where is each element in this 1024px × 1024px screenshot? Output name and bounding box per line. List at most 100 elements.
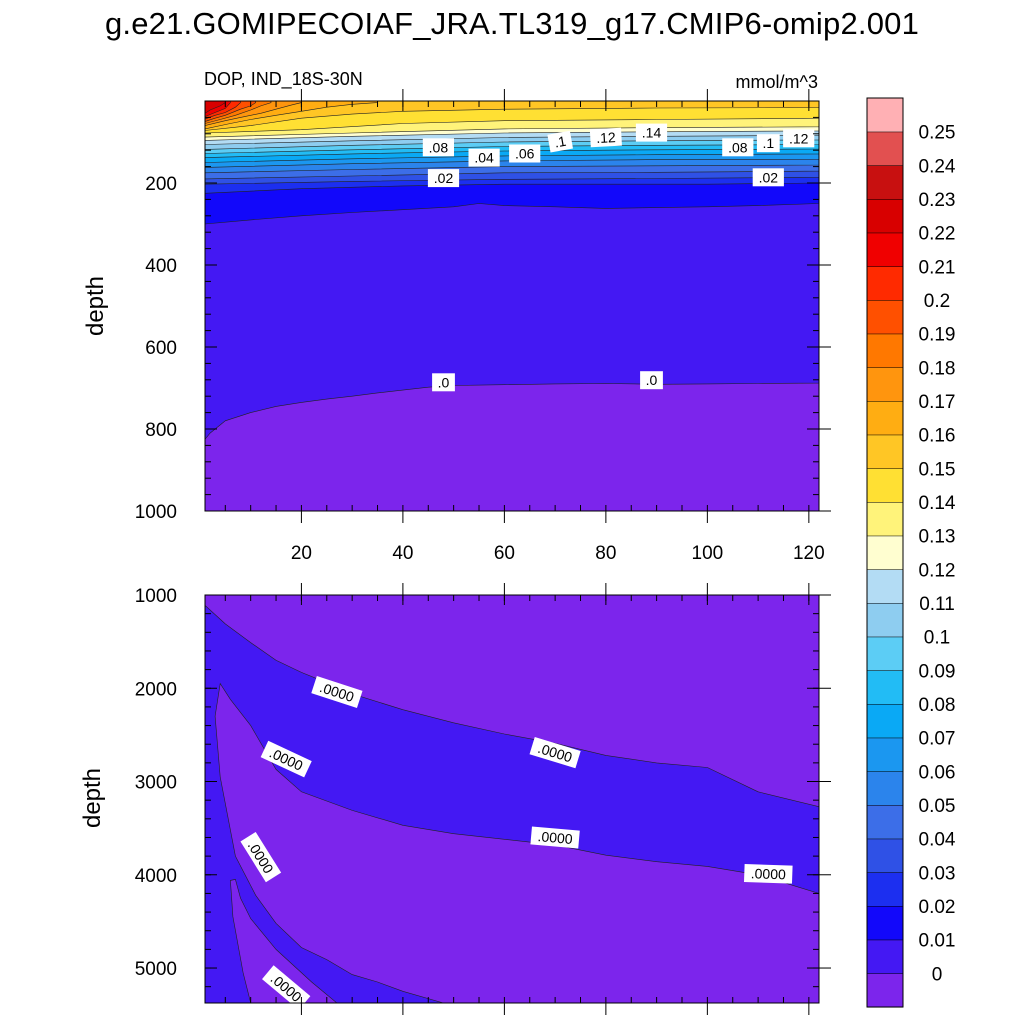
x-tick-label: 20 xyxy=(291,543,312,564)
contour-label: .12 xyxy=(783,129,815,148)
colorbar-label: 0.23 xyxy=(919,190,956,211)
colorbar-swatch xyxy=(866,333,904,368)
colorbar-label: 0 xyxy=(932,964,943,985)
contour-label: .0 xyxy=(432,373,455,392)
colorbar-label: 0.09 xyxy=(919,661,956,682)
y-tick-label: 3000 xyxy=(135,773,177,794)
colorbar-swatch xyxy=(866,165,904,200)
colorbar-swatch xyxy=(866,771,904,806)
x-tick-label: 80 xyxy=(595,543,616,564)
svg-text:.1: .1 xyxy=(553,133,567,151)
colorbar-swatch xyxy=(866,97,904,133)
colorbar-swatch xyxy=(866,535,904,570)
y-tick-label: 400 xyxy=(145,256,177,277)
colorbar-label: 0.14 xyxy=(919,493,956,514)
colorbar-label: 0.25 xyxy=(919,123,956,144)
contour-label: .02 xyxy=(427,169,460,188)
contour-band-0.15 xyxy=(205,101,819,131)
y-tick-label: 1000 xyxy=(135,502,177,523)
contour-label: .06 xyxy=(509,144,541,163)
svg-text:.12: .12 xyxy=(596,129,616,146)
colorbar: 0 0.01 0.02 0.03 0.04 0.05 0.06 0.07 0.08 0.09 0.1… xyxy=(866,97,956,1008)
colorbar-label: 0.15 xyxy=(919,459,956,480)
svg-text:.02: .02 xyxy=(434,170,454,186)
upper-ylabel: depth xyxy=(82,276,109,336)
y-tick-label: 2000 xyxy=(135,679,177,700)
colorbar-swatch xyxy=(866,905,904,941)
colorbar-swatch xyxy=(866,198,904,234)
colorbar-label: 0.18 xyxy=(919,358,956,379)
contour-label: .02 xyxy=(752,168,784,187)
colorbar-swatch xyxy=(866,973,904,1008)
y-tick-label: 4000 xyxy=(135,866,177,887)
colorbar-label: 0.24 xyxy=(919,156,956,177)
y-tick-label: 200 xyxy=(145,174,177,195)
lower-ylabel: depth xyxy=(79,768,106,828)
y-tick-label: 1000 xyxy=(135,586,177,607)
colorbar-label: 0.06 xyxy=(919,762,956,783)
colorbar-swatch xyxy=(866,636,904,671)
svg-text:.0000: .0000 xyxy=(537,828,574,847)
contour-label: .0000 xyxy=(530,826,580,849)
svg-text:.14: .14 xyxy=(642,125,662,141)
colorbar-swatch xyxy=(866,501,904,537)
lower-panel: .0000.0000.0000.0000.0000.0000.0000 1000… xyxy=(79,583,831,1015)
contour-label: .04 xyxy=(468,148,500,167)
lower-region-2 xyxy=(230,879,338,1003)
svg-text:.08: .08 xyxy=(728,139,748,155)
contour-label: .12 xyxy=(589,127,622,148)
upper-panel-units: mmol/m^3 xyxy=(736,72,818,92)
colorbar-label: 0.12 xyxy=(919,560,956,581)
colorbar-swatch xyxy=(866,838,904,873)
colorbar-label: 0.2 xyxy=(924,291,950,312)
lower-axes: 1000 2000 3000 4000 5000 xyxy=(135,583,831,1015)
colorbar-swatch xyxy=(866,400,904,436)
x-tick-label: 100 xyxy=(692,543,724,564)
colorbar-label: 0.22 xyxy=(919,224,956,245)
svg-text:.1: .1 xyxy=(762,135,774,151)
colorbar-swatch xyxy=(866,602,904,638)
svg-text:.0: .0 xyxy=(646,372,658,388)
colorbar-swatch xyxy=(866,804,904,840)
upper-panel: DOP, IND_18S-30N mmol/m^3 .08.04.06.1.12… xyxy=(82,69,831,564)
lower-plot-frame xyxy=(204,594,820,1004)
svg-text:.02: .02 xyxy=(759,169,779,185)
x-tick-label: 120 xyxy=(793,543,825,564)
upper-plot-frame xyxy=(204,100,820,512)
colorbar-swatch xyxy=(866,468,904,503)
colorbar-swatch xyxy=(866,131,904,166)
colorbar-label: 0.21 xyxy=(919,257,956,278)
upper-axes: 200 400 600 800 1000 20 40 60 80 100 120 xyxy=(135,89,831,564)
colorbar-swatch xyxy=(866,232,904,267)
svg-text:.06: .06 xyxy=(515,146,535,162)
colorbar-swatch xyxy=(866,703,904,739)
contour-label: .1 xyxy=(547,130,573,153)
contour-label: .0 xyxy=(640,371,663,390)
contour-label: .08 xyxy=(722,138,754,157)
contour-label: .0000 xyxy=(744,863,793,884)
colorbar-label: 0.16 xyxy=(919,426,956,447)
colorbar-label: 0.11 xyxy=(919,594,955,615)
colorbar-swatch xyxy=(866,569,904,604)
colorbar-label: 0.05 xyxy=(919,796,956,817)
svg-text:.12: .12 xyxy=(789,130,809,146)
y-tick-label: 600 xyxy=(145,338,177,359)
x-tick-label: 40 xyxy=(392,543,413,564)
colorbar-swatch xyxy=(866,434,904,469)
svg-text:.0: .0 xyxy=(438,374,450,390)
y-tick-label: 800 xyxy=(145,420,177,441)
colorbar-swatch xyxy=(866,670,904,705)
colorbar-label: 0.19 xyxy=(919,325,956,346)
colorbar-label: 0.04 xyxy=(919,830,956,851)
svg-text:.08: .08 xyxy=(429,139,449,155)
y-tick-label: 5000 xyxy=(135,959,177,980)
colorbar-label: 0.02 xyxy=(919,897,956,918)
contour-band-0.22 xyxy=(205,101,226,114)
lower-region-1 xyxy=(205,604,819,1003)
colorbar-label: 0.01 xyxy=(919,931,956,952)
x-tick-label: 60 xyxy=(494,543,515,564)
svg-text:.04: .04 xyxy=(474,150,494,166)
lower-contour-fills xyxy=(205,595,819,1003)
colorbar-label: 0.07 xyxy=(919,729,956,750)
